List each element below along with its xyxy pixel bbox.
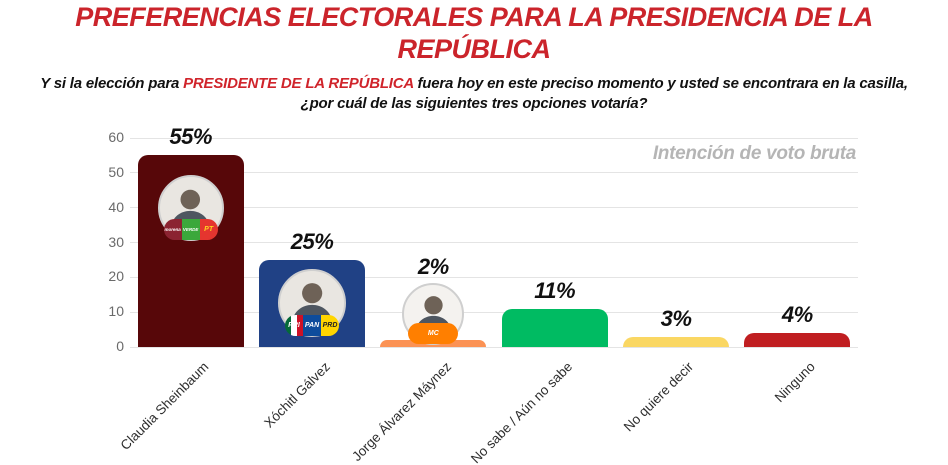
x-axis-label: No sabe / Aún no sabe	[468, 359, 576, 465]
coalition-logos: MC	[408, 323, 459, 345]
candidate-photo-xochitl-galvez: PRI PAN PRD	[278, 268, 346, 337]
y-tick-label: 20	[108, 268, 124, 285]
chart-header: PREFERENCIAS ELECTORALES PARA LA PRESIDE…	[0, 0, 948, 114]
coalition-logos: morena VERDE PT	[163, 219, 218, 241]
y-tick-label: 30	[108, 233, 124, 250]
party-logo-morena: morena	[163, 219, 182, 241]
gridline	[130, 137, 858, 139]
x-axis-label: Jorge Álvarez Máynez	[348, 359, 454, 465]
question-suffix: fuera hoy en este preciso momento y uste…	[300, 74, 908, 112]
bar-no-quiere-decir	[623, 336, 729, 347]
gridline	[130, 172, 858, 174]
bar-value-label: 3%	[660, 305, 692, 331]
bar-value-label: 4%	[781, 302, 813, 328]
x-axis-label: Xóchitl Gálvez	[260, 359, 333, 431]
bar-ninguno	[744, 333, 851, 347]
y-tick-label: 60	[108, 129, 124, 145]
bar-value-label: 11%	[534, 277, 576, 303]
gridline	[130, 207, 858, 209]
watermark-label: Intención de voto bruta	[652, 143, 856, 164]
coalition-logos: PRI PAN PRD	[285, 314, 339, 336]
party-logo-verde: VERDE	[181, 219, 200, 241]
gridline	[130, 346, 858, 348]
party-logo-pan: PAN	[303, 314, 321, 336]
question-highlight: PRESIDENTE DE LA REPÚBLICA	[183, 74, 414, 92]
y-tick-label: 50	[108, 163, 124, 180]
gridline	[130, 311, 858, 313]
party-logo-prd: PRD	[321, 314, 339, 336]
bar-value-label: 2%	[417, 254, 449, 280]
candidate-photo-claudia-sheinbaum: morena VERDE PT	[157, 175, 224, 242]
gridline	[130, 276, 858, 278]
bar-no-sabe-aun-no-sabe	[501, 308, 608, 347]
y-tick-label: 10	[108, 303, 124, 320]
bar-value-label: 25%	[290, 228, 334, 254]
bar-value-label: 55%	[169, 124, 212, 150]
party-logo-mc: MC	[408, 323, 459, 345]
party-logo-pri: PRI	[285, 314, 303, 336]
question-prefix: Y si la elección para	[40, 74, 184, 92]
candidate-photo-jorge-alvarez-maynez: MC	[402, 283, 465, 346]
survey-question: Y si la elección para PRESIDENTE DE LA R…	[24, 74, 924, 115]
y-tick-label: 0	[116, 338, 124, 354]
x-axis-label: Claudia Sheinbaum	[117, 359, 212, 453]
gridline	[130, 242, 858, 243]
x-axis-label: No quiere decir	[621, 359, 697, 435]
page-title: PREFERENCIAS ELECTORALES PARA LA PRESIDE…	[75, 2, 873, 64]
y-tick-label: 40	[108, 198, 124, 215]
x-axis-label: Ninguno	[771, 359, 818, 406]
party-logo-pt: PT	[199, 219, 218, 241]
